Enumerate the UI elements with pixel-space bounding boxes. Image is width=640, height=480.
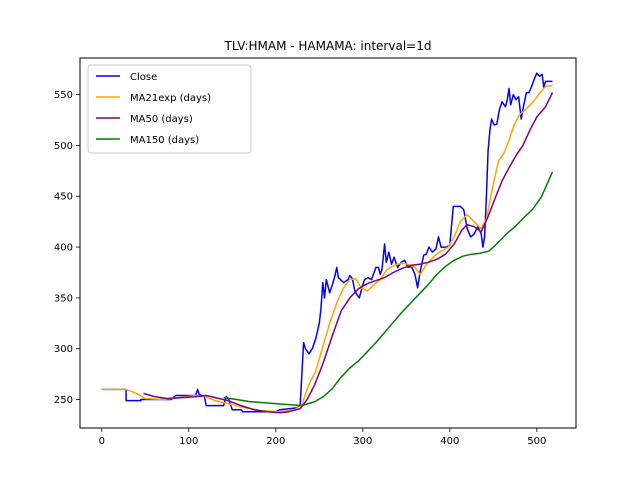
x-tick-label: 500 xyxy=(527,436,546,447)
y-tick-label: 300 xyxy=(54,344,73,355)
series-line-ma50-days xyxy=(143,92,554,414)
y-tick-label: 500 xyxy=(54,141,73,152)
series-line-ma150-days xyxy=(223,171,554,407)
x-tick-label: 200 xyxy=(266,436,285,447)
series-line-ma21exp-days xyxy=(101,84,553,413)
series-lines xyxy=(101,72,554,414)
legend-label-ma50-days: MA50 (days) xyxy=(130,114,193,125)
x-tick-label: 0 xyxy=(99,436,105,447)
y-tick-label: 550 xyxy=(54,90,73,101)
y-tick-label: 450 xyxy=(54,192,73,203)
y-tick-label: 350 xyxy=(54,293,73,304)
legend-box xyxy=(87,64,252,154)
series-line-close xyxy=(101,72,553,413)
x-tick-label: 300 xyxy=(353,436,372,447)
x-tick-label: 400 xyxy=(440,436,459,447)
x-tick-label: 100 xyxy=(179,436,198,447)
y-tick-label: 250 xyxy=(54,395,73,406)
legend: Close MA21exp (days) MA50 (days) MA150 (day… xyxy=(87,64,252,154)
legend-label-ma21exp-days: MA21exp (days) xyxy=(130,93,211,104)
legend-label-close: Close xyxy=(130,72,157,83)
plot-frame xyxy=(79,57,577,429)
y-axis: 250 300 350 400 450 500 550 xyxy=(54,90,80,406)
legend-label-ma150-days: MA150 (days) xyxy=(130,135,199,146)
x-axis: 0 100 200 300 400 500 xyxy=(99,428,546,447)
chart-title: TLV:HMAM - HAMAMA: interval=1d xyxy=(224,39,432,53)
y-tick-label: 400 xyxy=(54,243,73,254)
